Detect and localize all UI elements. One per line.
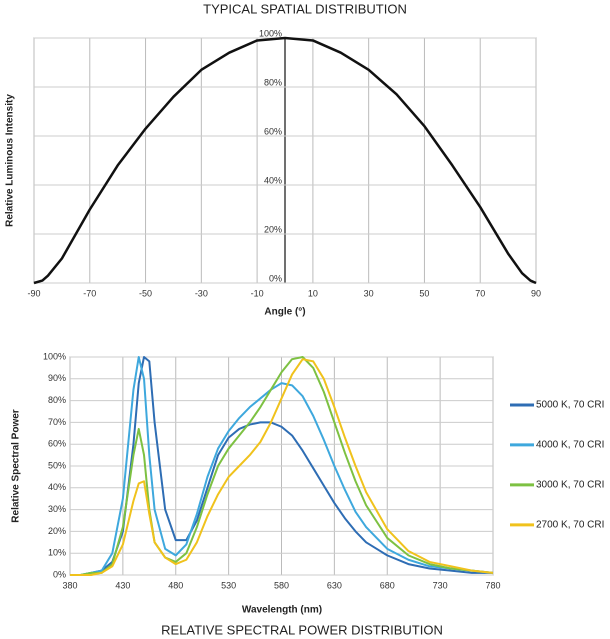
y-tick-label: 0%: [53, 569, 66, 579]
series-line: [70, 356, 494, 576]
y-tick-label: 20%: [48, 526, 66, 536]
x-tick-label: 90: [531, 288, 541, 298]
x-tick-label: 430: [115, 580, 130, 590]
x-tick-label: 480: [168, 580, 183, 590]
chart-title: TYPICAL SPATIAL DISTRIBUTION: [203, 1, 407, 16]
x-tick-label: 10: [308, 288, 318, 298]
x-tick-label: 70: [475, 288, 485, 298]
x-tick-label: 580: [274, 580, 289, 590]
y-tick-label: 40%: [48, 482, 66, 492]
y-tick-label: 40%: [264, 175, 282, 185]
x-tick-label: -50: [139, 288, 152, 298]
y-tick-label: 80%: [48, 395, 66, 405]
x-tick-label: -70: [83, 288, 96, 298]
series-line: [70, 356, 493, 576]
y-tick-label: 30%: [48, 504, 66, 514]
x-tick-label: 380: [62, 580, 77, 590]
y-axis-title: Relative Luminous Intensity: [5, 94, 16, 227]
x-tick-label: -30: [195, 288, 208, 298]
x-tick-label: 50: [419, 288, 429, 298]
x-axis-title: Wavelength (nm): [242, 605, 322, 616]
y-tick-label: 80%: [264, 77, 282, 87]
x-tick-label: 730: [433, 580, 448, 590]
y-tick-label: 100%: [259, 28, 282, 38]
y-axis-title: Relative Spectral Power: [11, 409, 22, 522]
y-tick-label: 90%: [48, 373, 66, 383]
series-line: [70, 358, 494, 576]
x-tick-label: 630: [327, 580, 342, 590]
y-tick-label: 70%: [48, 417, 66, 427]
series-line: [70, 356, 494, 576]
x-tick-label: -90: [27, 288, 40, 298]
y-tick-label: 10%: [48, 548, 66, 558]
y-tick-label: 0%: [269, 273, 282, 283]
y-tick-label: 20%: [264, 224, 282, 234]
x-tick-label: 30: [364, 288, 374, 298]
x-tick-label: 780: [485, 580, 500, 590]
chart-title: RELATIVE SPECTRAL POWER DISTRIBUTION: [161, 622, 443, 637]
x-tick-label: 680: [380, 580, 395, 590]
legend-label: 2700 K, 70 CRI: [536, 520, 604, 531]
y-tick-label: 60%: [48, 439, 66, 449]
x-tick-label: -10: [251, 288, 264, 298]
x-axis-title: Angle (°): [264, 307, 305, 318]
y-tick-label: 60%: [264, 126, 282, 136]
legend-label: 3000 K, 70 CRI: [536, 480, 604, 491]
legend-label: 4000 K, 70 CRI: [536, 440, 604, 451]
y-tick-label: 100%: [43, 351, 66, 361]
x-tick-label: 530: [221, 580, 236, 590]
line: [33, 36, 537, 285]
legend-label: 5000 K, 70 CRI: [536, 400, 604, 411]
y-tick-label: 50%: [48, 460, 66, 470]
